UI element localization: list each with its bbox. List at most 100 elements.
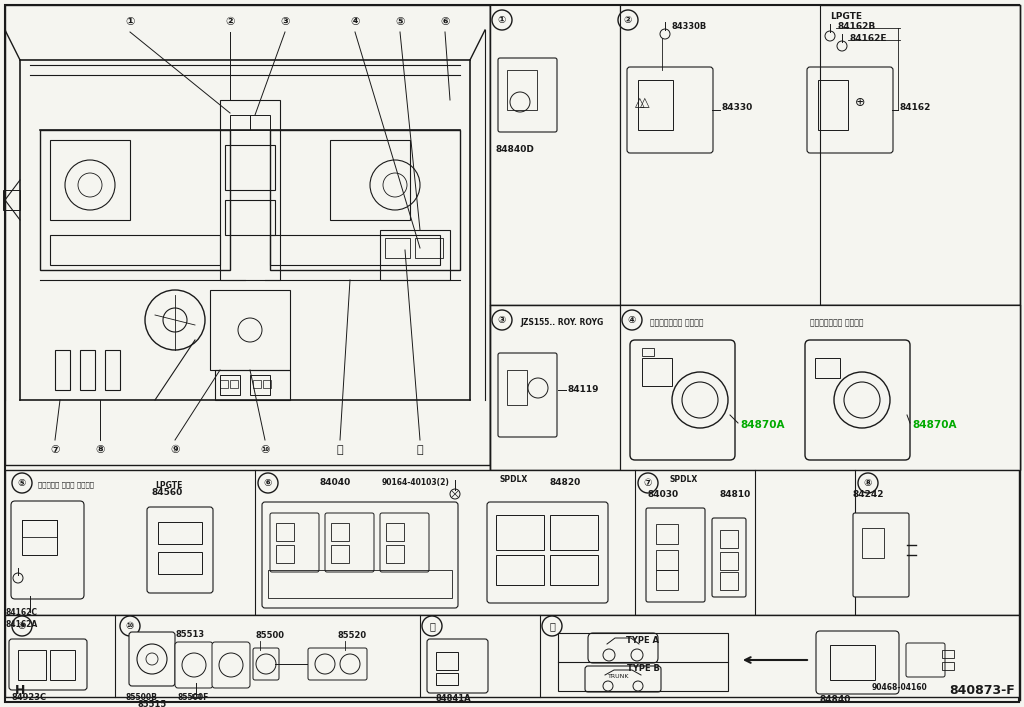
Text: 90468-04160: 90468-04160 xyxy=(872,683,928,692)
Bar xyxy=(620,305,1020,470)
FancyBboxPatch shape xyxy=(212,642,250,688)
Bar xyxy=(5,615,1019,697)
Text: △: △ xyxy=(640,96,649,110)
Bar xyxy=(158,552,202,574)
Text: TYPE A: TYPE A xyxy=(627,636,659,645)
Text: 有（リヤフォグ ランプ）: 有（リヤフォグ ランプ） xyxy=(650,318,703,327)
Bar xyxy=(270,130,460,270)
Circle shape xyxy=(542,616,562,636)
FancyBboxPatch shape xyxy=(805,340,910,460)
Bar xyxy=(380,230,450,280)
Text: 84242: 84242 xyxy=(852,490,884,499)
Bar xyxy=(210,290,290,370)
Bar xyxy=(490,5,1020,305)
Text: ⑤: ⑤ xyxy=(395,17,404,27)
Text: ⑫: ⑫ xyxy=(549,621,555,631)
Text: 84162: 84162 xyxy=(900,103,932,112)
Text: 無（リヤフォグ ランプ）: 無（リヤフォグ ランプ） xyxy=(810,318,863,327)
Bar xyxy=(507,370,527,405)
Text: 84810: 84810 xyxy=(720,490,752,499)
Bar xyxy=(720,572,738,590)
Text: 84162A: 84162A xyxy=(5,620,37,629)
Text: LPGTE: LPGTE xyxy=(830,12,862,21)
Bar xyxy=(638,80,673,130)
Bar xyxy=(436,652,458,670)
Bar xyxy=(5,470,1019,615)
Bar xyxy=(215,370,290,400)
Text: H: H xyxy=(15,684,26,697)
Bar xyxy=(720,530,738,548)
Bar xyxy=(490,5,620,305)
Bar xyxy=(620,5,820,305)
Text: ⑨: ⑨ xyxy=(170,445,179,455)
Bar xyxy=(268,570,452,598)
Bar xyxy=(862,528,884,558)
Circle shape xyxy=(618,10,638,30)
Text: 85500F: 85500F xyxy=(178,693,209,702)
FancyBboxPatch shape xyxy=(906,643,945,677)
Text: SPDLX: SPDLX xyxy=(670,475,698,484)
Bar xyxy=(80,350,95,390)
Text: ⑦: ⑦ xyxy=(644,478,652,488)
Text: ⑩: ⑩ xyxy=(260,445,269,455)
Bar xyxy=(105,350,120,390)
Text: TYPE B: TYPE B xyxy=(627,664,659,673)
Bar xyxy=(50,140,130,220)
Bar xyxy=(250,115,270,130)
Text: 84162E: 84162E xyxy=(849,34,887,43)
Text: 84162C: 84162C xyxy=(5,608,37,617)
Text: LPGTE: LPGTE xyxy=(155,481,182,490)
Text: リヤフォグ ランプ スイッチ: リヤフォグ ランプ スイッチ xyxy=(38,481,94,488)
Text: 84162B: 84162B xyxy=(837,22,876,31)
FancyBboxPatch shape xyxy=(487,502,608,603)
Text: 84840D: 84840D xyxy=(495,145,534,154)
Bar xyxy=(496,515,544,550)
Bar xyxy=(55,350,70,390)
FancyBboxPatch shape xyxy=(630,340,735,460)
Bar xyxy=(22,520,57,555)
Bar xyxy=(818,80,848,130)
Text: ⑥: ⑥ xyxy=(440,17,450,27)
Text: SPDLX: SPDLX xyxy=(500,475,528,484)
Text: ⑩: ⑩ xyxy=(126,621,134,631)
Circle shape xyxy=(631,649,643,661)
Text: 84840: 84840 xyxy=(819,695,851,704)
Circle shape xyxy=(422,616,442,636)
Text: 840873-F: 840873-F xyxy=(949,684,1015,697)
Circle shape xyxy=(12,616,32,636)
Bar xyxy=(50,235,220,265)
Bar xyxy=(331,545,349,563)
FancyBboxPatch shape xyxy=(427,639,488,693)
Circle shape xyxy=(858,473,878,493)
FancyBboxPatch shape xyxy=(816,631,899,694)
Text: ⑪: ⑪ xyxy=(337,445,343,455)
Text: 84870A: 84870A xyxy=(740,420,784,430)
Text: ④: ④ xyxy=(628,315,636,325)
Text: ⑦: ⑦ xyxy=(50,445,59,455)
Bar xyxy=(507,70,537,110)
Text: TRUNK: TRUNK xyxy=(608,674,630,679)
FancyBboxPatch shape xyxy=(308,648,367,680)
Text: 84330: 84330 xyxy=(722,103,754,112)
Text: 84040: 84040 xyxy=(319,478,351,487)
Circle shape xyxy=(622,310,642,330)
Bar xyxy=(386,545,404,563)
Circle shape xyxy=(638,473,658,493)
Bar xyxy=(496,555,544,585)
Bar xyxy=(642,358,672,386)
Text: ⑧: ⑧ xyxy=(95,445,104,455)
Bar xyxy=(942,650,954,658)
Bar xyxy=(270,235,440,265)
Circle shape xyxy=(12,473,32,493)
Bar xyxy=(22,520,57,537)
Text: ③: ③ xyxy=(281,17,290,27)
Text: 84870A: 84870A xyxy=(912,420,956,430)
Bar xyxy=(656,550,678,570)
Bar xyxy=(276,545,294,563)
Text: ①: ① xyxy=(125,17,135,27)
Text: 85500B: 85500B xyxy=(125,693,157,702)
Bar xyxy=(642,348,654,356)
Text: ⑫: ⑫ xyxy=(417,445,423,455)
FancyBboxPatch shape xyxy=(253,648,279,680)
Text: 84841A: 84841A xyxy=(435,694,471,703)
